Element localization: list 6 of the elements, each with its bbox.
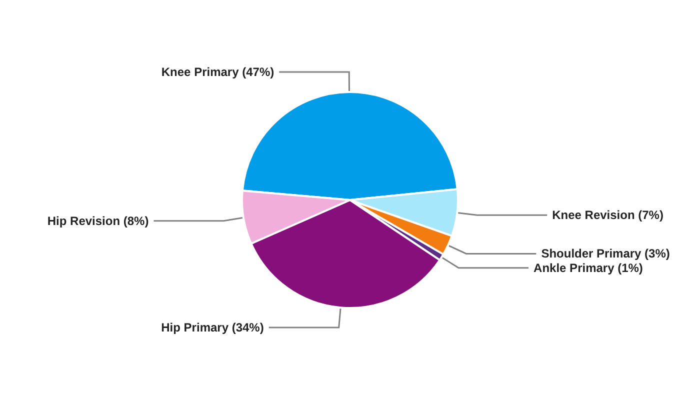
slice-label: Shoulder Primary (3%) <box>541 246 670 261</box>
slice-label: Hip Revision (8%) <box>47 214 149 228</box>
slice-label: Hip Primary (34%) <box>161 320 264 335</box>
slice-label: Knee Primary (47%) <box>161 65 274 80</box>
slice-label: Ankle Primary (1%) <box>534 260 643 275</box>
slice-label: Knee Revision (7%) <box>552 208 664 222</box>
